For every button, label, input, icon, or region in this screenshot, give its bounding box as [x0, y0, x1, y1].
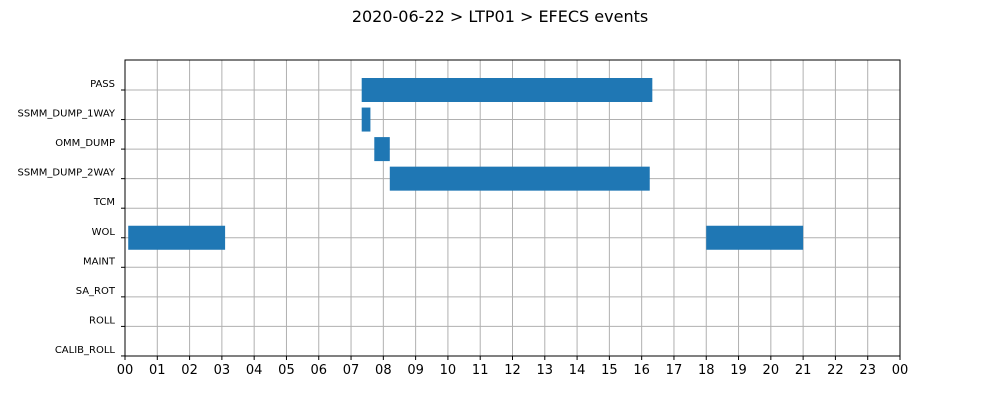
x-tick-label: 00 — [892, 363, 909, 378]
y-tick-label: SA_ROT — [76, 286, 116, 297]
x-tick-label: 17 — [666, 363, 683, 378]
y-tick-label: WOL — [92, 227, 116, 238]
x-tick-label: 09 — [407, 363, 424, 378]
x-tick-label: 19 — [730, 363, 747, 378]
x-tick-label: 08 — [375, 363, 392, 378]
x-tick-label: 07 — [343, 363, 360, 378]
y-tick-label: OMM_DUMP — [55, 138, 115, 149]
x-tick-label: 00 — [117, 363, 134, 378]
y-tick-label: TCM — [93, 197, 115, 208]
x-tick-label: 18 — [698, 363, 715, 378]
event-bar — [128, 225, 226, 250]
x-tick-label: 02 — [181, 363, 198, 378]
x-tick-label: 14 — [569, 363, 586, 378]
event-bar — [361, 78, 653, 102]
x-tick-label: 23 — [859, 363, 876, 378]
x-tick-label: 21 — [795, 363, 812, 378]
x-tick-label: 12 — [504, 363, 521, 378]
x-tick-label: 20 — [763, 363, 780, 378]
y-tick-label: CALIB_ROLL — [55, 345, 116, 356]
event-bar — [706, 225, 804, 250]
event-bar — [361, 107, 371, 132]
x-tick-label: 15 — [601, 363, 618, 378]
x-tick-label: 16 — [633, 363, 650, 378]
y-tick-label: MAINT — [83, 256, 116, 267]
x-tick-label: 03 — [214, 363, 231, 378]
x-tick-label: 11 — [472, 363, 489, 378]
x-tick-label: 04 — [246, 363, 263, 378]
event-bar — [374, 137, 390, 162]
axis-ticks: 00 01 02 03 04 05 06 07 08 09 10 11 12 13 14 15 16 17 18 19… — [17, 79, 908, 378]
x-tick-label: 10 — [440, 363, 457, 378]
event-bars — [128, 78, 804, 250]
y-tick-label: SSMM_DUMP_2WAY — [17, 168, 115, 179]
x-tick-label: 01 — [149, 363, 166, 378]
grid — [124, 60, 901, 357]
y-tick-label: SSMM_DUMP_1WAY — [17, 109, 115, 120]
chart-title: 2020-06-22 > LTP01 > EFECS events — [352, 7, 648, 26]
x-tick-label: 22 — [827, 363, 844, 378]
y-tick-label: ROLL — [89, 315, 115, 326]
y-tick-label: PASS — [90, 79, 115, 90]
event-bar — [389, 166, 650, 191]
x-tick-label: 13 — [537, 363, 554, 378]
x-tick-label: 06 — [310, 363, 327, 378]
x-tick-label: 05 — [278, 363, 295, 378]
